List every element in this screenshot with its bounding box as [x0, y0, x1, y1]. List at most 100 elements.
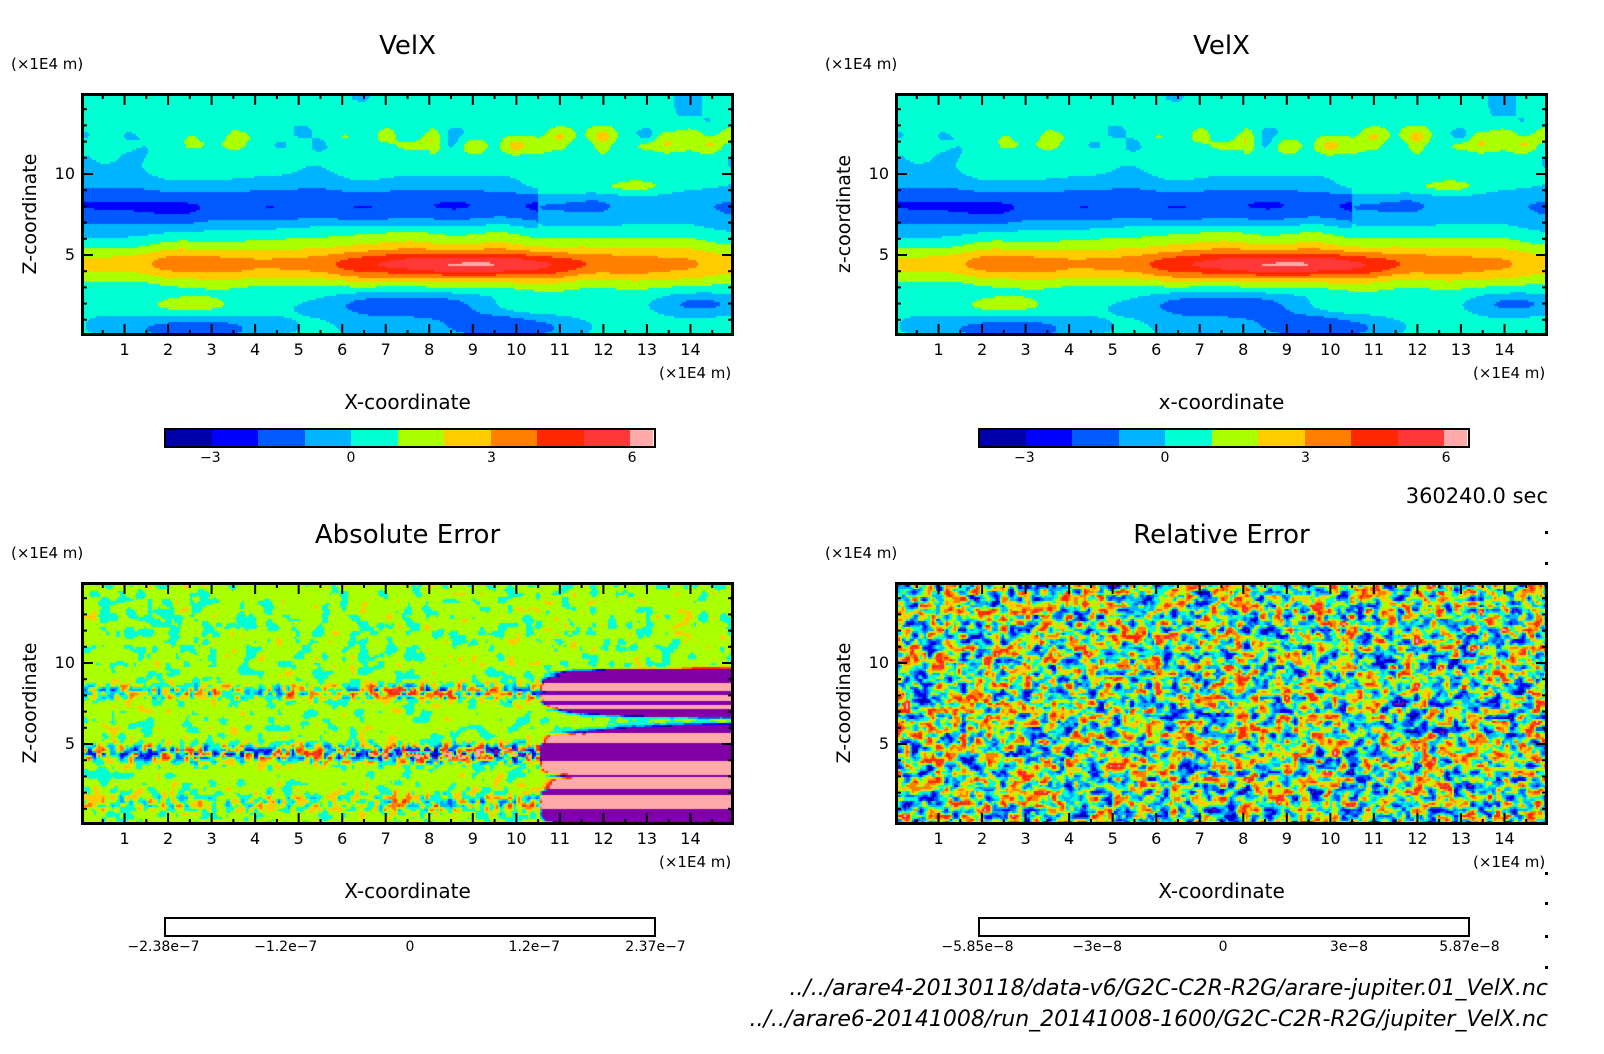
contour-field	[898, 96, 1545, 333]
x-tick-label: 8	[424, 829, 435, 848]
chart-title: VelX	[379, 31, 436, 61]
x-tick-label: 9	[467, 829, 478, 848]
colorbar-segment	[304, 430, 352, 446]
x-tick-label: 1	[933, 829, 944, 848]
x-tick-label: 10	[506, 340, 527, 359]
x-tick-label: 3	[1020, 829, 1031, 848]
x-tick-label: 7	[1194, 829, 1205, 848]
x-tick-label: 10	[1320, 340, 1341, 359]
chart-title: VelX	[1193, 31, 1250, 61]
x-tick-label: 9	[467, 340, 478, 359]
y-tick-label: 5	[878, 245, 889, 264]
colorbar-segment	[1351, 430, 1398, 446]
colorbar	[977, 428, 1470, 448]
y-unit-label: (×1E4 m)	[11, 55, 84, 73]
time-label: 360240.0 sec	[1405, 484, 1548, 508]
x-unit-label: (×1E4 m)	[659, 364, 732, 382]
x-tick-label: 13	[636, 829, 658, 848]
chart-title: Relative Error	[1133, 520, 1310, 550]
x-tick-label: 1	[933, 340, 944, 359]
y-unit-label: (×1E4 m)	[11, 544, 84, 562]
x-tick-label: 1	[119, 340, 130, 359]
x-axis-label: X-coordinate	[1158, 879, 1285, 903]
x-tick-label: 3	[206, 340, 217, 359]
y-tick-label: 5	[878, 734, 889, 753]
x-tick-label: 8	[1238, 340, 1249, 359]
colorbar-tick-label: −2.38e−7	[127, 939, 200, 955]
x-tick-label: 14	[1494, 829, 1515, 848]
colorbar-segment	[1211, 430, 1259, 446]
colorbar-tick-label: 3e−8	[1329, 939, 1369, 955]
y-tick-label: 10	[868, 164, 889, 183]
colorbar-segment	[1165, 430, 1212, 446]
x-tick-label: 13	[636, 340, 658, 359]
x-tick-label: 6	[337, 340, 348, 359]
x-tick-label: 5	[293, 340, 304, 359]
colorbar-tick-label: 0	[346, 450, 356, 466]
x-tick-label: 13	[1450, 340, 1472, 359]
colorbar	[163, 428, 656, 448]
file-path-2: ../../arare6-20141008/run_20141008-1600/…	[749, 1007, 1548, 1032]
colorbar-segment	[258, 430, 305, 446]
colorbar-segment	[1118, 430, 1166, 446]
x-tick-label: 4	[1064, 340, 1075, 359]
colorbar-tick-label: 3	[487, 450, 496, 466]
colorbar-segment	[1258, 430, 1305, 446]
colorbar-segment	[165, 430, 212, 446]
marker-dot	[1545, 902, 1548, 905]
x-unit-label: (×1E4 m)	[1473, 853, 1546, 871]
x-tick-label: 10	[1320, 829, 1341, 848]
x-tick-label: 12	[593, 829, 614, 848]
x-tick-label: 12	[1407, 340, 1428, 359]
marker-dot	[1545, 966, 1548, 969]
colorbar-segment	[211, 430, 259, 446]
axis-ticks	[895, 93, 1548, 336]
y-tick-label: 5	[64, 245, 75, 264]
x-tick-label: 4	[250, 340, 261, 359]
x-tick-label: 2	[162, 829, 174, 848]
x-tick-label: 14	[680, 340, 701, 359]
colorbar-tick-label: 6	[627, 450, 637, 466]
x-tick-label: 3	[1020, 340, 1031, 359]
x-tick-label: 9	[1281, 829, 1292, 848]
y-axis-label: z-coordinate	[833, 154, 855, 273]
x-tick-label: 4	[250, 829, 261, 848]
x-tick-label: 7	[380, 829, 391, 848]
x-axis-label: X-coordinate	[344, 390, 471, 414]
x-tick-label: 2	[162, 340, 174, 359]
x-tick-label: 12	[593, 340, 614, 359]
marker-dot	[1545, 872, 1548, 875]
x-tick-label: 11	[549, 340, 571, 359]
axis-ticks	[81, 93, 734, 336]
y-axis-label: Z-coordinate	[19, 642, 41, 763]
axis-ticks	[81, 582, 734, 825]
x-tick-label: 8	[1238, 829, 1249, 848]
contour-field	[84, 585, 731, 822]
colorbar-segment	[1444, 430, 1468, 446]
colorbar-segment	[1025, 430, 1073, 446]
colorbar-tick-label: 0	[405, 939, 415, 955]
y-tick-label: 10	[54, 164, 75, 183]
y-unit-label: (×1E4 m)	[825, 544, 898, 562]
x-unit-label: (×1E4 m)	[659, 853, 732, 871]
x-tick-label: 4	[1064, 829, 1075, 848]
colorbar-tick-label: 6	[1441, 450, 1451, 466]
x-tick-label: 5	[1107, 829, 1118, 848]
colorbar	[163, 917, 656, 937]
marker-dot	[1545, 562, 1548, 565]
y-tick-label: 5	[64, 734, 75, 753]
x-tick-label: 8	[424, 340, 435, 359]
marker-dot	[1545, 935, 1548, 938]
colorbar-tick-label: −1.2e−7	[254, 939, 318, 955]
colorbar-tick-label: −3e−8	[1072, 939, 1123, 955]
x-tick-label: 13	[1450, 829, 1472, 848]
x-tick-label: 1	[119, 829, 130, 848]
file-path-1: ../../arare4-20130118/data-v6/G2C-C2R-R2…	[789, 976, 1548, 1001]
x-tick-label: 2	[976, 829, 988, 848]
x-tick-label: 6	[1151, 340, 1162, 359]
x-axis-label: x-coordinate	[1158, 390, 1285, 414]
x-tick-label: 11	[549, 829, 571, 848]
colorbar-segment	[444, 430, 491, 446]
y-unit-label: (×1E4 m)	[825, 55, 898, 73]
chart-title: Absolute Error	[314, 520, 501, 550]
